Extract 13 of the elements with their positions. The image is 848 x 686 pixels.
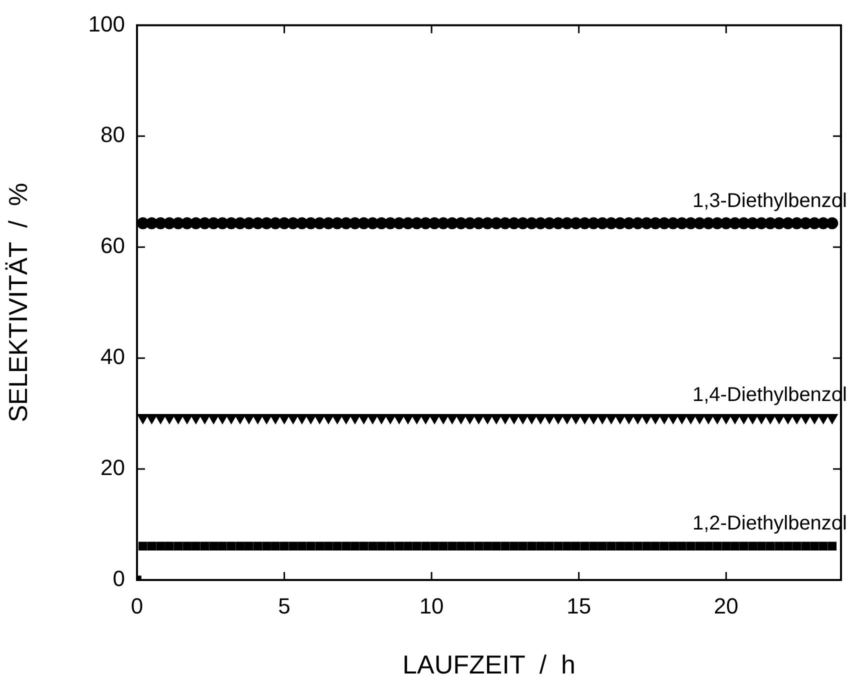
x-tick-label: 15: [566, 593, 592, 618]
y-axis-title: SELEKTIVITÄT / %: [2, 182, 33, 422]
x-tick-label: 5: [278, 593, 290, 618]
y-tick-label: 0: [112, 566, 125, 592]
x-tick-label: 0: [130, 593, 144, 618]
y-tick-label: 80: [100, 122, 125, 148]
x-tick-label: 10: [419, 593, 444, 618]
x-axis-title: LAUFZEIT / h: [402, 650, 576, 680]
x-tick-label: 20: [714, 593, 738, 618]
y-tick-label: 100: [88, 11, 125, 36]
y-tick-label: 60: [100, 233, 125, 258]
y-tick-label: 40: [100, 344, 125, 370]
y-tick-label: 20: [100, 455, 125, 480]
